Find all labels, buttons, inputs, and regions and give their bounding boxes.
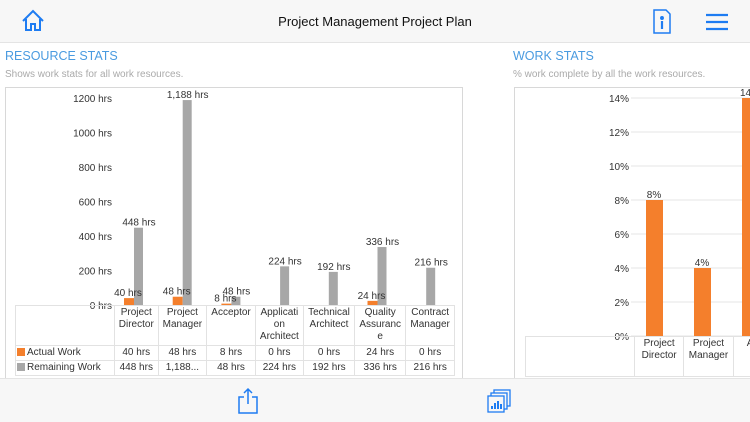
remaining-work-bar — [377, 247, 387, 305]
table-cell: 0 hrs — [302, 345, 356, 361]
series-label: Remaining Work — [15, 360, 115, 376]
table-cell: 0 hrs — [405, 345, 455, 361]
remaining-work-label: 224 hrs — [268, 256, 301, 267]
resource-stats-subtitle: Shows work stats for all work resources. — [5, 69, 184, 80]
remaining-work-bar — [182, 100, 192, 305]
resource-stats-chart: 0 hrs 200 hrs 400 hrs 600 hrs 800 hrs 1000 hr… — [5, 87, 463, 379]
series-label: Actual Work — [15, 345, 115, 361]
work-complete-bar — [694, 268, 711, 336]
actual-work-label: 40 hrs — [114, 288, 142, 299]
remaining-work-label: 448 hrs — [122, 218, 155, 229]
y-tick-label: 1200 hrs — [73, 94, 112, 105]
remaining-work-label: 1,188 hrs — [167, 90, 209, 101]
table-cell: 48 hrs — [206, 360, 256, 376]
table-cell: 448 hrs — [114, 360, 159, 376]
y-tick-label: 2% — [615, 298, 630, 309]
actual-work-label: 24 hrs — [358, 291, 386, 302]
table-cell: 8 hrs — [206, 345, 256, 361]
table-cell: 336 hrs — [354, 360, 407, 376]
reports-icon[interactable] — [487, 389, 511, 418]
work-stats-subtitle: % work complete by all the work resource… — [513, 69, 706, 80]
table-cell: 224 hrs — [254, 360, 304, 376]
y-tick-label: 600 hrs — [79, 198, 112, 209]
remaining-work-label: 192 hrs — [317, 262, 350, 273]
remaining-work-bar — [134, 227, 143, 305]
y-tick-label: 400 hrs — [79, 232, 112, 243]
actual-work-bar — [172, 296, 183, 305]
actual-work-bar — [221, 303, 232, 305]
category-header: Project Manager — [683, 336, 734, 377]
y-tick-label: 6% — [615, 230, 630, 241]
work-complete-bar — [742, 98, 750, 336]
y-tick-label: 14% — [609, 94, 629, 105]
category-header: Technical Architect — [302, 305, 356, 346]
remaining-work-label: 48 hrs — [223, 287, 251, 298]
table-corner — [15, 305, 115, 346]
table-cell: 40 hrs — [114, 345, 159, 361]
table-cell: 192 hrs — [302, 360, 356, 376]
remaining-work-label: 216 hrs — [415, 258, 448, 269]
legend-swatch — [17, 363, 25, 371]
resource-stats-title: RESOURCE STATS — [5, 49, 118, 63]
category-header: Contract Manager — [405, 305, 455, 346]
y-tick-label: 800 hrs — [79, 163, 112, 174]
work-complete-bar — [646, 200, 663, 336]
actual-work-label: 8 hrs — [214, 294, 236, 305]
remaining-work-bar — [231, 296, 241, 305]
actual-work-bar — [124, 298, 134, 305]
resource-stats-table: Project Director Project Manager Acceptor App… — [15, 305, 455, 376]
page-title: Project Management Project Plan — [278, 14, 472, 29]
menu-icon[interactable] — [706, 13, 728, 36]
remaining-work-bar — [426, 267, 436, 305]
home-icon[interactable] — [21, 9, 45, 38]
share-icon[interactable] — [237, 387, 259, 420]
table-corner — [525, 336, 635, 377]
category-header: Acceptor — [206, 305, 256, 346]
y-tick-label: 10% — [609, 162, 629, 173]
table-cell: 24 hrs — [354, 345, 407, 361]
y-tick-label: 1000 hrs — [73, 129, 112, 140]
work-complete-label: 8% — [647, 190, 662, 201]
category-header: Quality Assuranc e — [354, 305, 407, 346]
remaining-work-label: 336 hrs — [366, 237, 399, 248]
actual-work-label: 48 hrs — [163, 287, 191, 298]
category-header: Project Director — [633, 336, 685, 377]
actual-work-bar — [367, 300, 378, 305]
work-stats-chart: 0%2%4%6%8%10%12%14%8%4%14% ProjectDirect… — [514, 87, 750, 379]
top-bar: Project Management Project Plan — [0, 0, 750, 43]
remaining-work-bar — [280, 266, 290, 305]
table-cell: 1,188... — [157, 360, 208, 376]
y-tick-label: 12% — [609, 128, 629, 139]
category-header: Acce — [732, 336, 750, 377]
remaining-work-bar — [328, 271, 338, 305]
table-cell: 0 hrs — [254, 345, 304, 361]
category-header: Project Director — [114, 305, 159, 346]
work-complete-label: 4% — [695, 258, 710, 269]
work-complete-label: 14% — [740, 88, 750, 99]
legend-swatch — [17, 348, 25, 356]
work-stats-title: WORK STATS — [513, 49, 594, 63]
category-header: Applicati on Architect — [254, 305, 304, 346]
category-header: Project Manager — [157, 305, 208, 346]
table-cell: 48 hrs — [157, 345, 208, 361]
table-cell: 216 hrs — [405, 360, 455, 376]
y-tick-label: 200 hrs — [79, 267, 112, 278]
y-tick-label: 8% — [615, 196, 630, 207]
y-tick-label: 4% — [615, 264, 630, 275]
bottom-toolbar — [0, 378, 750, 422]
info-icon[interactable] — [652, 9, 672, 39]
